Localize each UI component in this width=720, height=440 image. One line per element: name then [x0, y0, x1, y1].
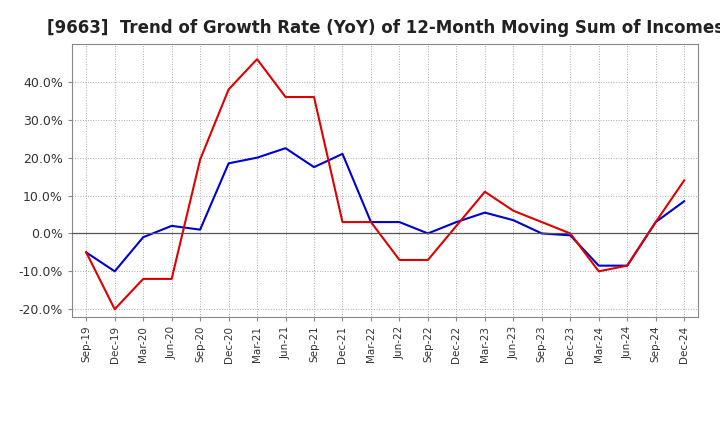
Net Income Growth Rate	[253, 56, 261, 62]
Ordinary Income Growth Rate	[225, 161, 233, 166]
Net Income Growth Rate	[225, 87, 233, 92]
Net Income Growth Rate	[623, 263, 631, 268]
Net Income Growth Rate	[395, 257, 404, 263]
Ordinary Income Growth Rate	[338, 151, 347, 157]
Ordinary Income Growth Rate	[537, 231, 546, 236]
Ordinary Income Growth Rate	[282, 146, 290, 151]
Ordinary Income Growth Rate	[652, 220, 660, 225]
Net Income Growth Rate	[338, 220, 347, 225]
Ordinary Income Growth Rate	[110, 269, 119, 274]
Ordinary Income Growth Rate	[82, 250, 91, 255]
Net Income Growth Rate	[310, 95, 318, 100]
Net Income Growth Rate	[509, 208, 518, 213]
Net Income Growth Rate	[82, 250, 91, 255]
Ordinary Income Growth Rate	[452, 220, 461, 225]
Ordinary Income Growth Rate	[423, 231, 432, 236]
Ordinary Income Growth Rate	[253, 155, 261, 160]
Ordinary Income Growth Rate	[623, 263, 631, 268]
Net Income Growth Rate	[196, 157, 204, 162]
Line: Net Income Growth Rate: Net Income Growth Rate	[86, 59, 684, 309]
Legend: Ordinary Income Growth Rate, Net Income Growth Rate: Ordinary Income Growth Rate, Net Income …	[159, 438, 611, 440]
Net Income Growth Rate	[566, 231, 575, 236]
Ordinary Income Growth Rate	[395, 220, 404, 225]
Net Income Growth Rate	[423, 257, 432, 263]
Line: Ordinary Income Growth Rate: Ordinary Income Growth Rate	[86, 148, 684, 271]
Net Income Growth Rate	[652, 220, 660, 225]
Net Income Growth Rate	[139, 276, 148, 282]
Net Income Growth Rate	[680, 178, 688, 183]
Ordinary Income Growth Rate	[366, 220, 375, 225]
Net Income Growth Rate	[480, 189, 489, 194]
Net Income Growth Rate	[452, 223, 461, 228]
Ordinary Income Growth Rate	[196, 227, 204, 232]
Title: [9663]  Trend of Growth Rate (YoY) of 12-Month Moving Sum of Incomes: [9663] Trend of Growth Rate (YoY) of 12-…	[47, 19, 720, 37]
Net Income Growth Rate	[595, 269, 603, 274]
Ordinary Income Growth Rate	[595, 263, 603, 268]
Ordinary Income Growth Rate	[680, 198, 688, 204]
Ordinary Income Growth Rate	[509, 217, 518, 223]
Ordinary Income Growth Rate	[139, 235, 148, 240]
Ordinary Income Growth Rate	[566, 233, 575, 238]
Ordinary Income Growth Rate	[167, 223, 176, 228]
Net Income Growth Rate	[537, 220, 546, 225]
Net Income Growth Rate	[282, 95, 290, 100]
Ordinary Income Growth Rate	[480, 210, 489, 215]
Ordinary Income Growth Rate	[310, 165, 318, 170]
Net Income Growth Rate	[366, 220, 375, 225]
Net Income Growth Rate	[110, 307, 119, 312]
Net Income Growth Rate	[167, 276, 176, 282]
